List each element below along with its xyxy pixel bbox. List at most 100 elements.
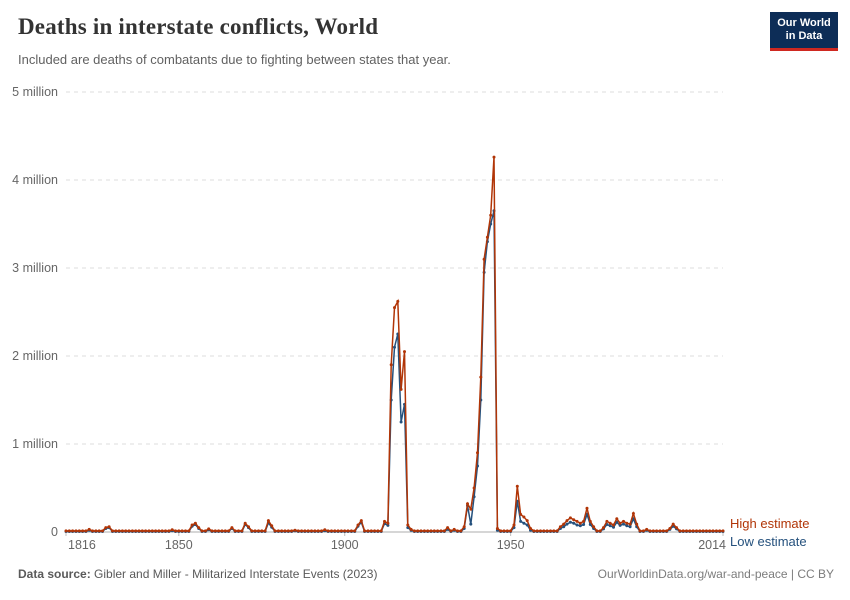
data-point-marker [685,529,688,533]
data-point-marker [539,529,542,533]
data-point-marker [582,519,586,523]
data-point-marker [704,529,708,533]
data-point-marker [638,529,642,533]
data-point-marker [665,529,669,533]
data-point-marker [150,529,154,533]
data-point-marker [359,519,363,523]
legend-item-high-estimate[interactable]: High estimate [730,516,810,531]
data-point-marker [276,529,280,533]
data-point-marker [137,529,141,533]
data-point-marker [522,515,526,519]
data-point-marker [243,521,247,525]
data-point-marker [515,484,519,488]
data-point-marker [386,523,390,527]
data-point-marker [618,521,622,525]
data-point-marker [641,529,645,533]
data-point-marker [618,523,622,527]
data-point-marker [562,525,566,529]
data-point-marker [101,529,104,533]
data-point-marker [572,521,576,525]
owid-logo-line2: in Data [785,30,823,42]
data-point-marker [330,529,333,533]
data-point-marker [525,519,529,523]
data-point-marker [369,529,373,533]
x-axis-tick-label: 2014 [698,538,726,552]
data-point-marker [592,525,596,529]
data-point-marker [217,529,221,533]
data-point-marker [111,529,114,533]
data-point-marker [519,519,523,523]
data-point-marker [326,529,330,533]
x-axis-tick-label: 1900 [331,538,359,552]
data-point-marker [605,519,609,523]
data-point-marker [180,529,184,533]
data-point-marker [462,525,466,529]
data-point-marker [446,526,450,530]
data-point-marker [549,529,552,533]
data-point-marker [721,529,725,533]
owid-logo[interactable]: Our World in Data [770,12,838,51]
data-point-marker [379,529,383,533]
data-point-marker [489,213,493,217]
data-point-marker [436,529,440,533]
data-point-marker [77,529,81,533]
data-point-marker [64,529,68,533]
data-point-marker [323,528,327,532]
data-point-marker [280,529,284,533]
data-point-marker [522,521,526,525]
data-point-marker [456,529,459,533]
data-point-marker [296,529,300,533]
data-point-marker [260,529,264,533]
data-point-marker [383,519,386,523]
data-point-marker [678,529,682,533]
data-point-marker [306,529,310,533]
data-point-marker [691,529,695,533]
data-point-marker [263,529,267,533]
legend-item-low-estimate[interactable]: Low estimate [730,534,807,549]
data-point-marker [416,529,420,533]
x-axis-tick-label: 1950 [497,538,525,552]
footer-source-value: Gibler and Miller - Militarized Intersta… [90,567,378,581]
data-point-marker [154,529,158,533]
data-point-marker [253,529,257,533]
data-point-marker [71,529,75,533]
data-point-marker [130,529,134,533]
data-point-marker [117,529,121,533]
data-point-marker [502,529,506,533]
data-point-marker [631,512,635,515]
data-point-marker [661,529,665,533]
data-point-marker [459,529,463,533]
footer-credit-link[interactable]: OurWorldinData.org/war-and-peace | CC BY [597,567,834,581]
data-point-marker [492,155,496,159]
data-point-marker [485,235,489,239]
series-low-estimate[interactable] [64,209,725,533]
y-axis-tick-label: 3 million [12,261,58,275]
data-point-marker [144,529,148,533]
footer-source-label: Data source: [18,567,91,581]
data-point-marker [442,529,446,533]
data-point-marker [668,527,672,530]
data-point-marker [230,526,234,530]
data-point-marker [532,529,536,533]
data-point-marker [565,522,569,526]
data-point-marker [97,529,101,533]
data-point-marker [393,345,396,349]
data-point-marker [608,524,612,528]
data-point-marker [120,529,124,533]
data-point-marker [286,529,290,533]
data-point-marker [300,529,304,533]
data-point-marker [466,502,469,506]
data-point-marker [439,529,443,533]
series-high-estimate[interactable] [64,155,725,533]
data-point-marker [157,529,161,533]
data-point-marker [164,529,167,533]
data-point-marker [393,306,396,310]
data-point-marker [495,527,499,530]
data-point-marker [552,529,556,533]
data-point-marker [107,525,111,529]
page-subtitle: Included are deaths of combatants due to… [18,52,451,67]
data-point-marker [558,525,562,529]
data-point-marker [266,519,270,523]
